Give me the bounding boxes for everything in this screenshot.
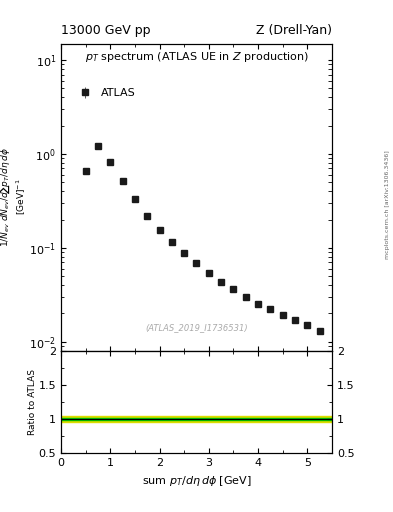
Y-axis label: Ratio to ATLAS: Ratio to ATLAS	[28, 369, 37, 435]
Text: mcplots.cern.ch [arXiv:1306.3436]: mcplots.cern.ch [arXiv:1306.3436]	[385, 151, 389, 259]
Text: $p_T$ spectrum (ATLAS UE in $Z$ production): $p_T$ spectrum (ATLAS UE in $Z$ producti…	[84, 50, 309, 63]
Text: Z (Drell-Yan): Z (Drell-Yan)	[256, 24, 332, 37]
Text: (ATLAS_2019_I1736531): (ATLAS_2019_I1736531)	[145, 323, 248, 332]
X-axis label: sum $p_T/d\eta\, d\phi$ [GeV]: sum $p_T/d\eta\, d\phi$ [GeV]	[141, 474, 252, 487]
Text: 13000 GeV pp: 13000 GeV pp	[61, 24, 151, 37]
Y-axis label: $1/N_{ev}\ dN_{ev}/d\!\sum\!p_T/d\eta\, d\phi$
[GeV]$^{-1}$: $1/N_{ev}\ dN_{ev}/d\!\sum\!p_T/d\eta\, …	[0, 147, 28, 247]
Legend: ATLAS: ATLAS	[72, 86, 138, 100]
